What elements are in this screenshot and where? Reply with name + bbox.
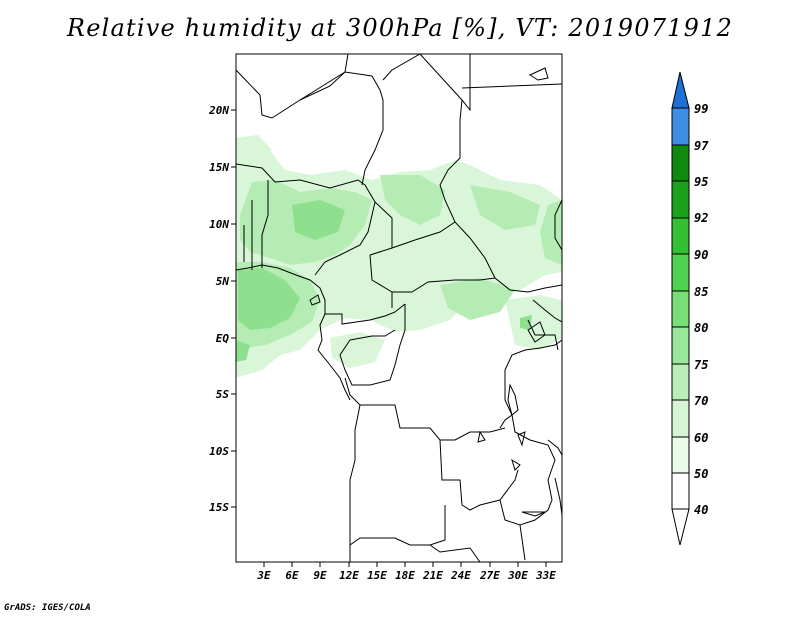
- lat-ticks: [231, 109, 236, 508]
- colorbar-label: 90: [694, 248, 708, 262]
- colorbar-segment: [671, 436, 690, 474]
- lat-label: 5S: [216, 388, 230, 401]
- lon-label: 12E: [339, 569, 359, 582]
- humidity-area-central: [330, 332, 385, 368]
- colorbar-top-arrow: [671, 71, 690, 109]
- colorbar-label: 75: [694, 358, 708, 372]
- map-frame: [235, 53, 563, 563]
- lon-label: 30E: [507, 569, 528, 582]
- lat-label: 10N: [209, 218, 229, 231]
- lon-ticks: [263, 562, 547, 567]
- colorbar-label: 92: [694, 211, 708, 225]
- colorbar-segment: [671, 217, 690, 255]
- colorbar-segment: [671, 180, 690, 219]
- humidity-area-nigeria-dark: [292, 200, 345, 240]
- humidity-area-lake: [520, 315, 532, 330]
- lon-label: 9E: [313, 569, 327, 582]
- colorbar-label: 40: [694, 503, 708, 517]
- colorbar-label: 97: [694, 139, 709, 153]
- lat-label: 10S: [209, 445, 229, 458]
- lon-label: 3E: [256, 569, 271, 582]
- grads-credit: GrADS: IGES/COLA: [4, 603, 91, 613]
- lon-label: 21E: [422, 569, 443, 582]
- humidity-area-east: [505, 295, 562, 350]
- lon-label: 15E: [367, 569, 387, 582]
- lat-labels: 20N 15N 10N 5N EQ 5S 10S 15S: [208, 104, 229, 514]
- humidity-area-ethiopia: [540, 200, 562, 265]
- colorbar-segment: [671, 326, 690, 365]
- humidity-area-car: [380, 175, 445, 225]
- humidity-area-small-dark: [236, 340, 250, 362]
- colorbar-label: 60: [694, 431, 708, 445]
- lon-label: 33E: [535, 569, 556, 582]
- lon-label: 27E: [479, 569, 500, 582]
- colorbar-segment: [671, 144, 690, 182]
- lon-label: 18E: [395, 569, 415, 582]
- lat-label: 5N: [216, 275, 230, 288]
- lon-label: 24E: [450, 569, 471, 582]
- colorbar-labels: 99 97 95 92 90 85 80 75 70 60 50 40: [694, 102, 709, 517]
- colorbar-label: 50: [694, 467, 708, 481]
- humidity-area-sudan: [470, 185, 540, 230]
- colorbar-label: 85: [694, 285, 708, 299]
- colorbar-segment: [671, 363, 690, 401]
- colorbar-segment: [671, 107, 690, 146]
- colorbar-bottom-arrow: [671, 508, 690, 546]
- humidity-area-north: [236, 135, 272, 160]
- humidity-area-ssudan: [440, 278, 515, 320]
- humidity-area-coast-dark: [238, 268, 300, 330]
- lon-labels: 3E 6E 9E 12E 15E 18E 21E 24E 27E 30E 33E: [256, 569, 556, 582]
- lat-label: 20N: [208, 104, 229, 117]
- lat-label: 15S: [209, 501, 229, 514]
- colorbar-segment: [671, 472, 690, 510]
- country-borders: [236, 54, 562, 562]
- colorbar-segment: [671, 399, 690, 438]
- map-panel: [235, 53, 563, 563]
- lon-label: 6E: [285, 569, 299, 582]
- lat-label: 15N: [209, 161, 229, 174]
- lat-label: EQ: [216, 332, 230, 345]
- colorbar-label: 70: [694, 394, 708, 408]
- colorbar-segment: [671, 253, 690, 292]
- colorbar-segment: [671, 290, 690, 328]
- colorbar: [671, 71, 690, 546]
- colorbar-label: 80: [694, 321, 708, 335]
- colorbar-label: 95: [694, 175, 708, 189]
- map-title: Relative humidity at 300hPa [%], VT: 201…: [66, 14, 734, 42]
- colorbar-label: 99: [694, 102, 708, 116]
- humidity-shading: [236, 54, 562, 562]
